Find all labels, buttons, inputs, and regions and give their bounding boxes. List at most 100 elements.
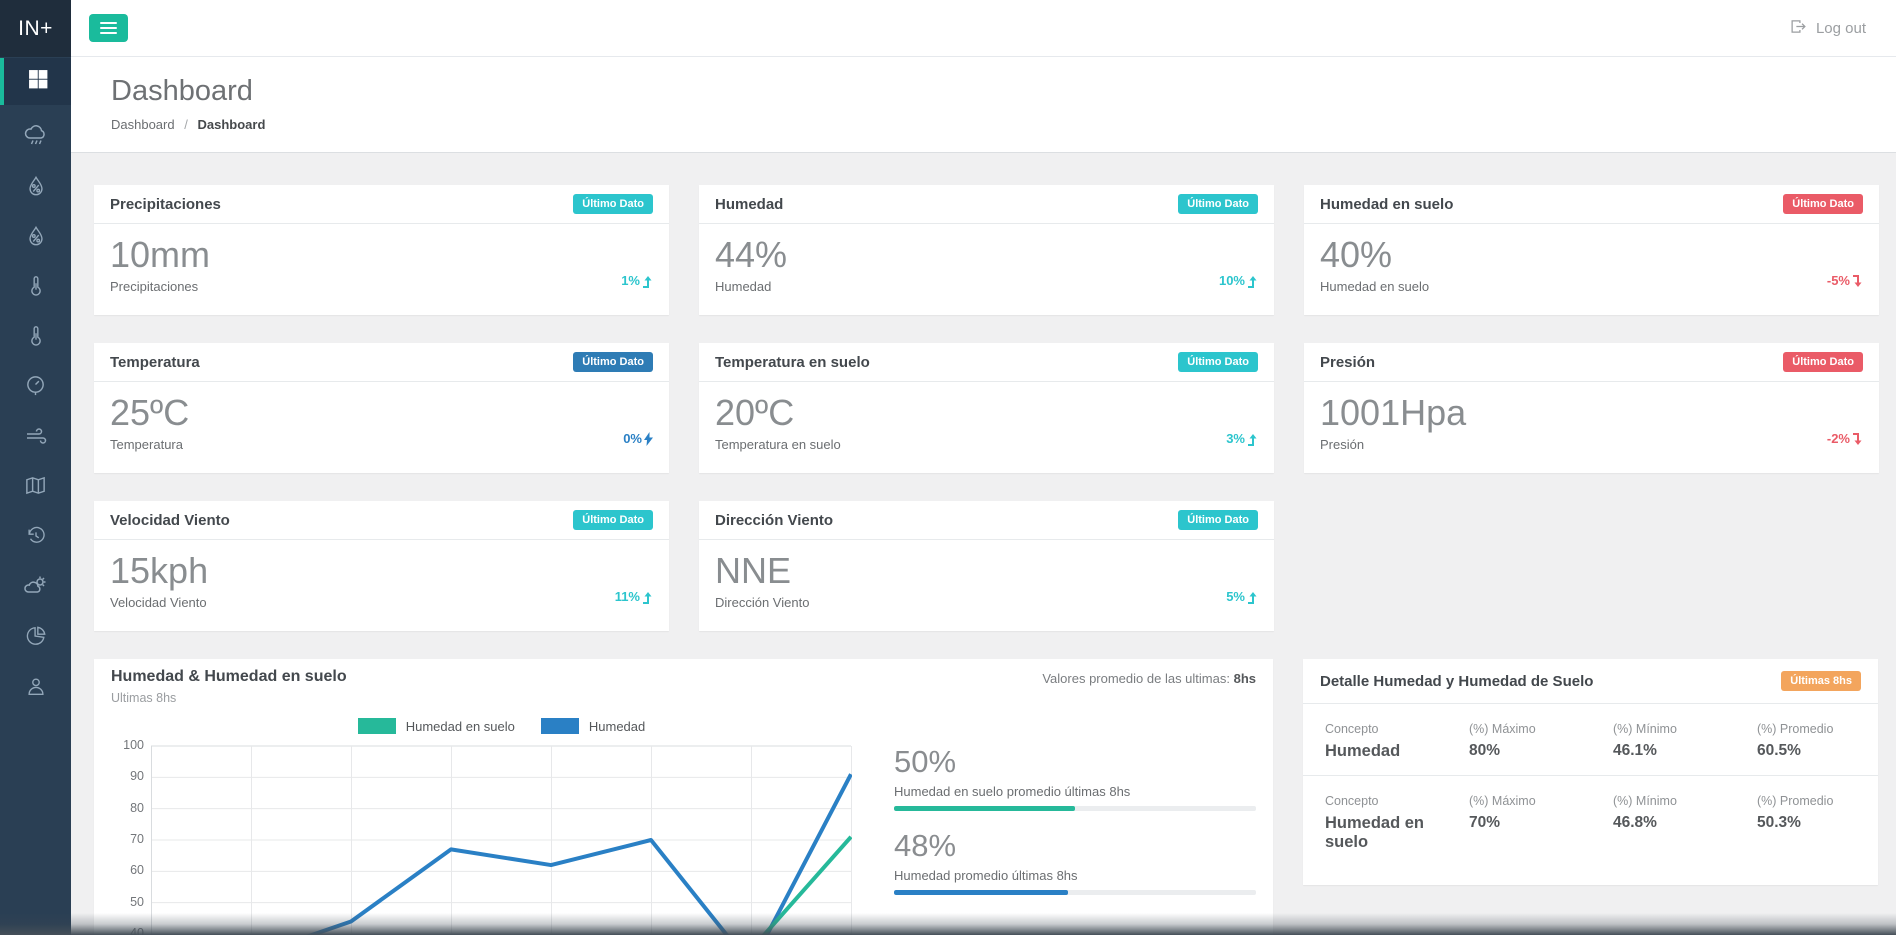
row-maximo: 80% xyxy=(1469,742,1501,759)
history-icon xyxy=(25,525,47,552)
tile-precipitaciones: Precipitaciones Último Dato 10mm Precipi… xyxy=(94,185,669,315)
topbar: Log out xyxy=(71,0,1896,57)
rain-cloud-icon xyxy=(24,124,48,153)
level-down-icon xyxy=(1853,275,1862,287)
sidebar-item-charts[interactable] xyxy=(0,613,71,663)
level-up-icon xyxy=(1248,434,1257,446)
sidebar-item-dashboard[interactable] xyxy=(0,58,71,105)
detail-panel-header: Detalle Humedad y Humedad de Suelo Últim… xyxy=(1303,659,1878,704)
tile-value: NNE xyxy=(715,550,792,591)
page-title: Dashboard xyxy=(111,75,253,107)
row-minimo: 46.1% xyxy=(1613,742,1657,759)
sidebar-item-wind[interactable] xyxy=(0,413,71,463)
tile-label: Dirección Viento xyxy=(715,595,810,611)
tile-title: Humedad xyxy=(715,195,784,213)
logout-button[interactable]: Log out xyxy=(1790,18,1866,39)
sidebar-item-humidity[interactable] xyxy=(0,163,71,213)
chart-legend: Humedad en suelo Humedad xyxy=(151,718,852,734)
chart-subtitle: Ultimas 8hs xyxy=(111,691,177,705)
tile-label: Velocidad Viento xyxy=(110,595,207,611)
breadcrumb-root[interactable]: Dashboard xyxy=(111,117,175,132)
sidebar-item-user[interactable] xyxy=(0,663,71,713)
chart-title: Humedad & Humedad en suelo xyxy=(111,668,347,685)
tile-grid: Precipitaciones Último Dato 10mm Precipi… xyxy=(94,185,1879,631)
y-tick-label: 90 xyxy=(130,769,144,784)
trend-indicator: -2% xyxy=(1827,431,1863,446)
last-data-badge: Último Dato xyxy=(1178,510,1258,530)
stat-value: 48% xyxy=(894,828,957,863)
menu-toggle-button[interactable] xyxy=(89,14,128,42)
stat-soil-humidity: 50% Humedad en suelo promedio últimas 8h… xyxy=(894,744,1256,811)
tile-label: Temperatura en suelo xyxy=(715,437,841,453)
stat-value: 50% xyxy=(894,744,957,779)
tile-value: 25ºC xyxy=(110,392,190,433)
soil-humidity-drop-icon xyxy=(25,225,47,252)
tile-label: Temperatura xyxy=(110,437,183,453)
humidity-drop-icon xyxy=(25,175,47,202)
y-tick-label: 100 xyxy=(123,738,144,752)
logout-icon xyxy=(1790,18,1807,39)
viewport-bottom-fade xyxy=(0,913,1896,935)
tile-direccion-viento: Dirección Viento Último Dato NNE Direcci… xyxy=(699,501,1274,631)
cloud-sun-icon xyxy=(23,574,48,603)
sidebar-item-precipitation[interactable] xyxy=(0,113,71,163)
tile-title: Dirección Viento xyxy=(715,511,834,529)
y-tick-label: 70 xyxy=(130,831,144,846)
line-chart xyxy=(151,744,853,935)
sidebar-item-forecast[interactable] xyxy=(0,563,71,613)
sidebar-item-pressure[interactable] xyxy=(0,363,71,413)
logout-label: Log out xyxy=(1815,19,1866,37)
tile-humedad: Humedad Último Dato 44% Humedad 10% xyxy=(699,185,1274,315)
chart-stats: 50% Humedad en suelo promedio últimas 8h… xyxy=(894,744,1256,895)
tile-temperatura: Temperatura Último Dato 25ºC Temperatura… xyxy=(94,343,669,473)
last-data-badge: Último Dato xyxy=(573,510,653,530)
pie-chart-icon xyxy=(25,625,47,652)
line-chart-svg xyxy=(151,745,853,935)
stat-humidity: 48% Humedad promedio últimas 8hs xyxy=(894,828,1256,895)
level-up-icon xyxy=(643,276,652,288)
progress-fill-blue xyxy=(894,890,1068,895)
trend-indicator: 0% xyxy=(623,431,653,446)
tile-title: Temperatura en suelo xyxy=(715,353,870,371)
tile-label: Precipitaciones xyxy=(110,279,199,295)
bolt-icon xyxy=(644,432,653,446)
trend-indicator: 10% xyxy=(1219,273,1258,288)
tile-value: 10mm xyxy=(110,234,211,275)
humidity-detail-panel: Detalle Humedad y Humedad de Suelo Últim… xyxy=(1303,659,1878,885)
gauge-icon xyxy=(24,374,47,402)
stat-label: Humedad en suelo promedio últimas 8hs xyxy=(894,784,1131,799)
trend-indicator: 5% xyxy=(1226,589,1258,604)
progress-track xyxy=(894,890,1256,895)
sidebar-item-temperature[interactable] xyxy=(0,263,71,313)
tile-label: Humedad xyxy=(715,279,772,295)
page-header: Dashboard Dashboard / Dashboard xyxy=(71,57,1896,153)
soil-thermometer-icon xyxy=(25,325,47,352)
sidebar-item-soil-humidity[interactable] xyxy=(0,213,71,263)
breadcrumb: Dashboard / Dashboard xyxy=(111,117,266,132)
tile-title: Velocidad Viento xyxy=(110,511,230,529)
last-data-badge: Último Dato xyxy=(573,352,653,372)
tile-title: Presión xyxy=(1320,353,1376,371)
trend-indicator: 11% xyxy=(615,589,653,604)
row-concepto: Humedad xyxy=(1325,742,1401,760)
sidebar-item-soil-temperature[interactable] xyxy=(0,313,71,363)
tile-label: Presión xyxy=(1320,437,1365,453)
sidebar-item-map[interactable] xyxy=(0,463,71,513)
app-logo[interactable]: IN+ xyxy=(0,0,71,57)
table-row: Concepto Humedad (%) Máximo 80% (%) Míni… xyxy=(1303,704,1878,775)
detail-panel-title: Detalle Humedad y Humedad de Suelo xyxy=(1320,672,1594,690)
trend-indicator: 3% xyxy=(1226,431,1258,446)
tile-temperatura-en-suelo: Temperatura en suelo Último Dato 20ºC Te… xyxy=(699,343,1274,473)
last-data-badge: Último Dato xyxy=(1783,194,1863,214)
last-data-badge: Último Dato xyxy=(1178,194,1258,214)
legend-swatch-green xyxy=(357,718,396,734)
legend-swatch-blue xyxy=(540,718,579,734)
wind-icon xyxy=(24,424,48,453)
level-down-icon xyxy=(1853,433,1862,445)
dashboard-grid-icon xyxy=(27,68,49,95)
thermometer-icon xyxy=(25,275,47,302)
tile-value: 1001Hpa xyxy=(1320,392,1467,433)
legend-item-soil-humidity: Humedad en suelo xyxy=(357,718,515,734)
sidebar-item-history[interactable] xyxy=(0,513,71,563)
chart-note: Valores promedio de las ultimas: 8hs xyxy=(1042,671,1256,686)
